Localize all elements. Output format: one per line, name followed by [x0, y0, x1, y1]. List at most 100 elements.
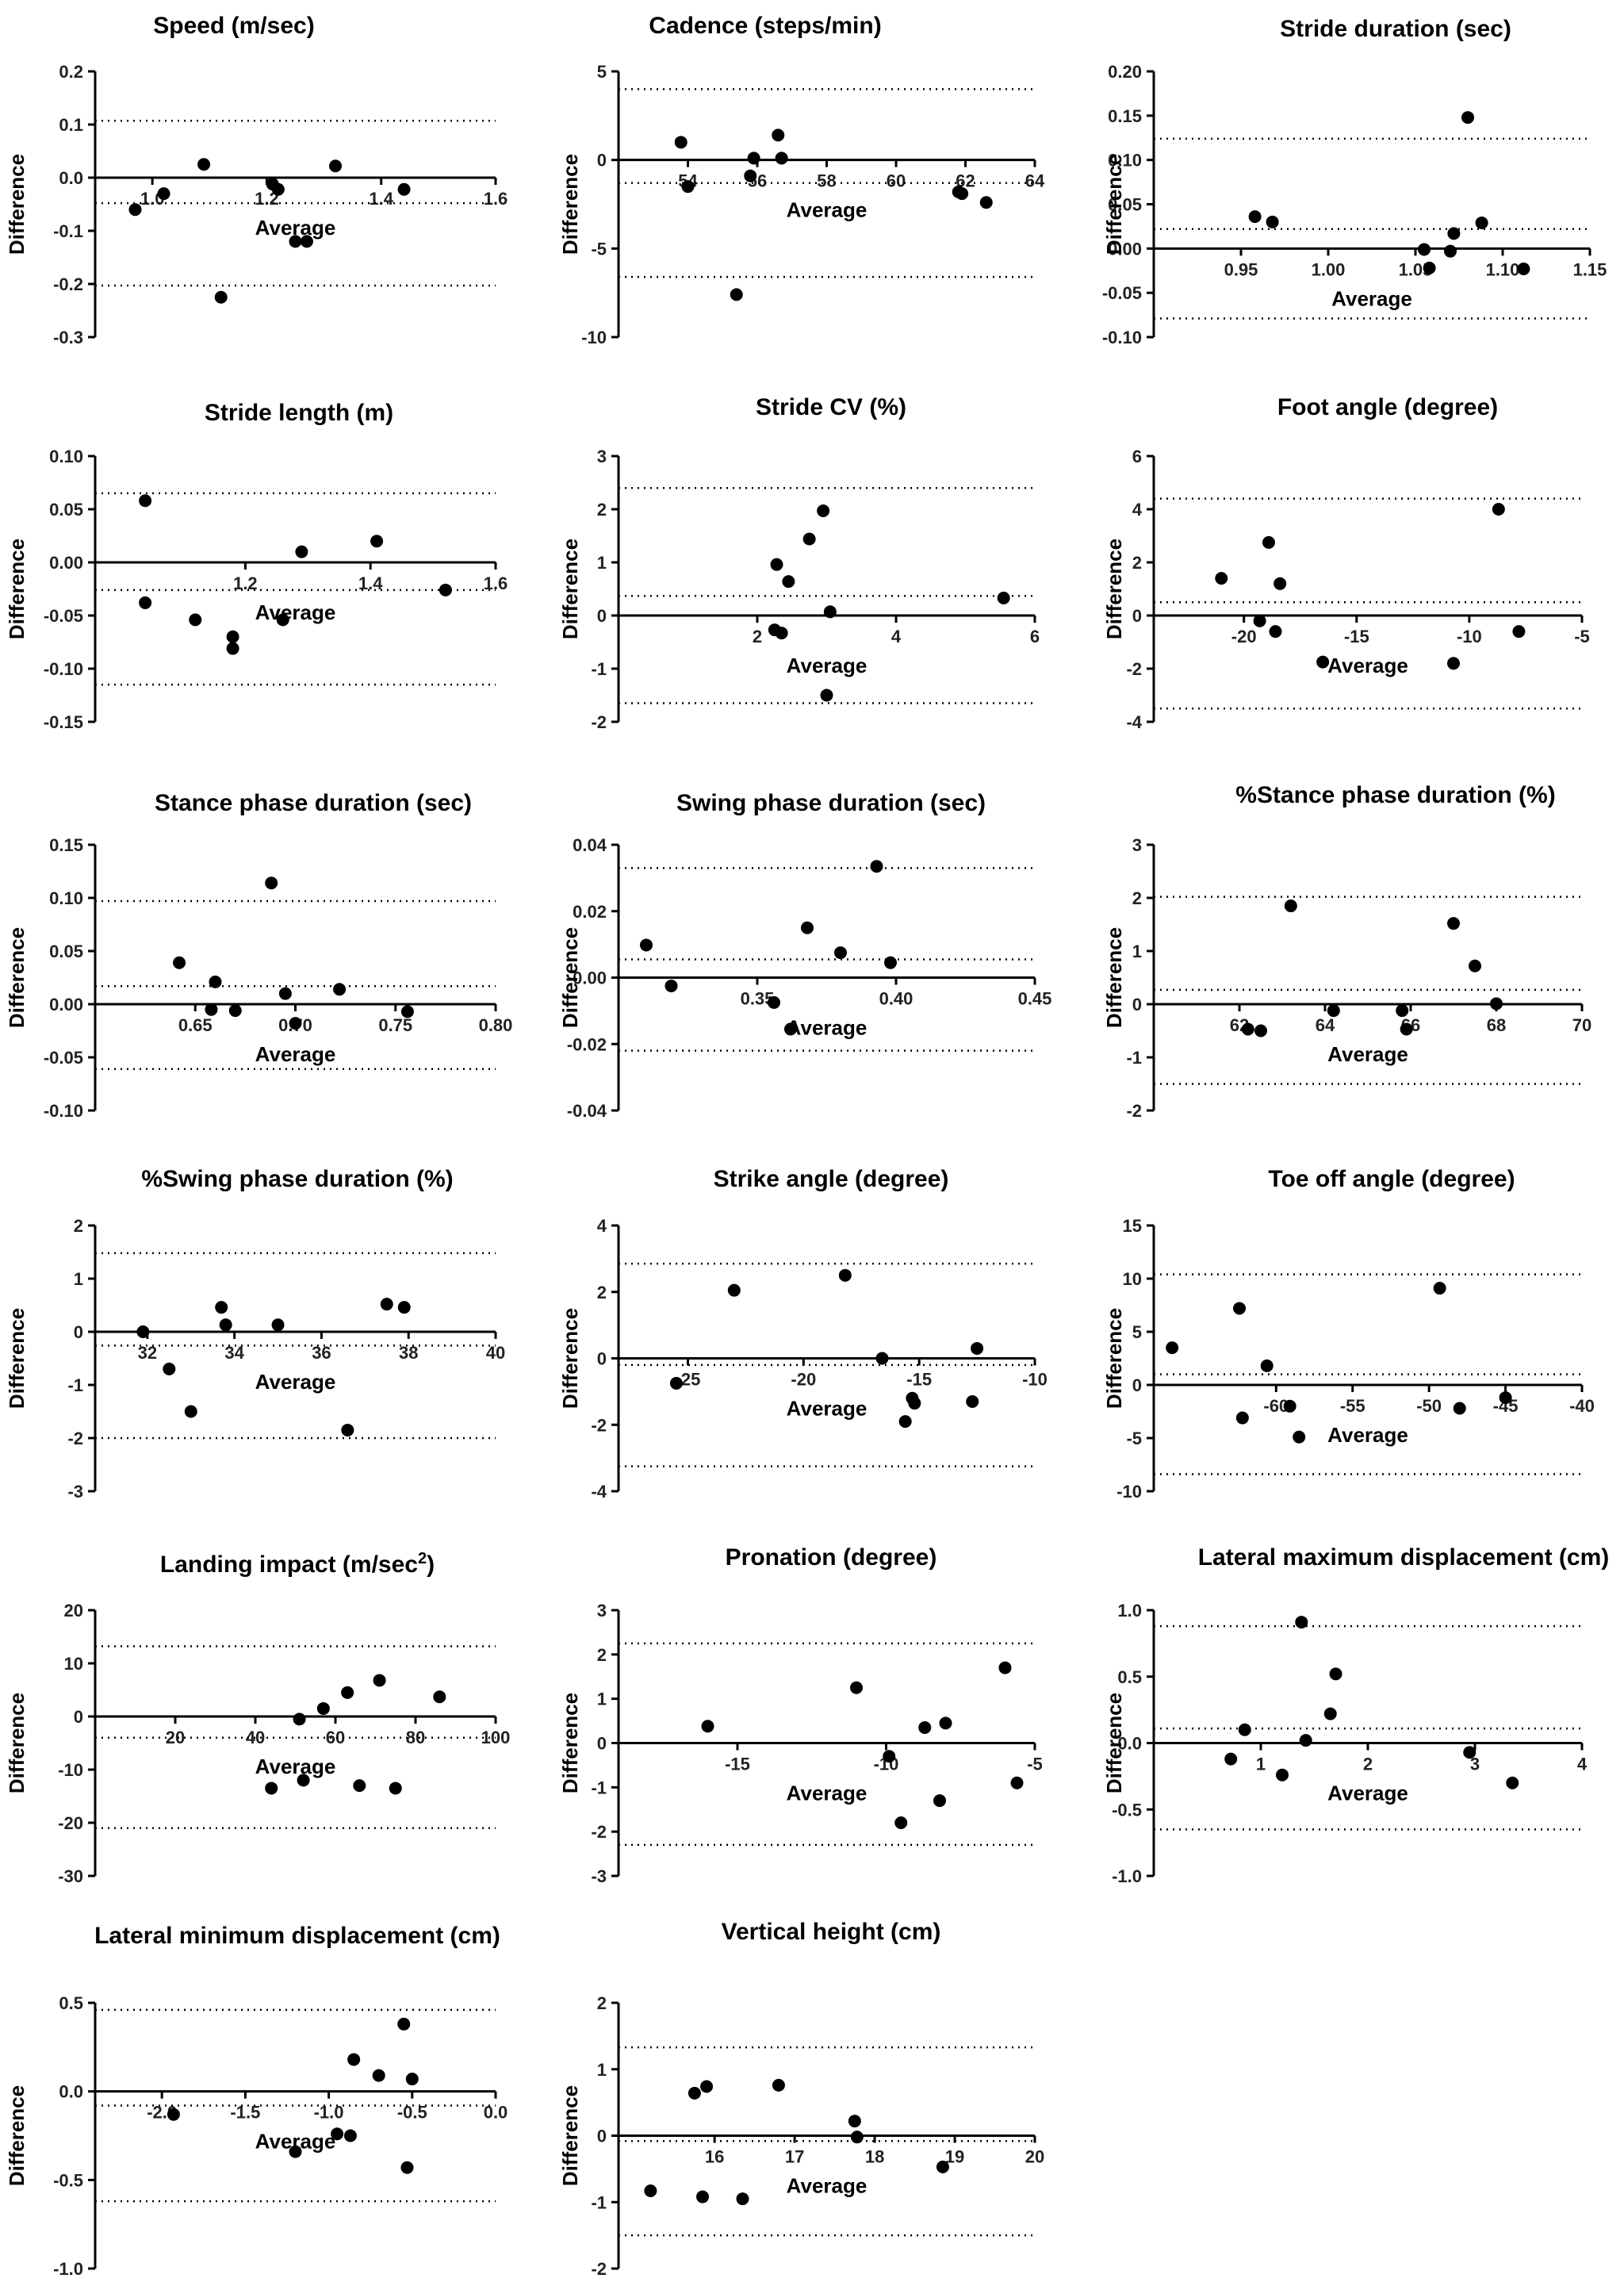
data-point	[688, 2086, 701, 2100]
x-tick-label: 1.15	[1573, 259, 1607, 279]
data-point	[898, 1415, 912, 1429]
x-tick-label: 58	[817, 171, 836, 191]
data-point	[1235, 1411, 1249, 1425]
data-point	[772, 2078, 785, 2092]
data-point	[820, 688, 833, 702]
data-point	[640, 938, 653, 952]
y-tick-label: -10	[581, 328, 607, 347]
data-point	[1238, 1723, 1251, 1736]
data-point	[1284, 899, 1297, 913]
data-point	[1418, 243, 1431, 256]
data-point	[696, 2190, 710, 2204]
data-point	[669, 1376, 683, 1390]
x-tick-label: -10	[1457, 627, 1482, 646]
y-tick-label: -0.10	[44, 659, 83, 679]
data-point	[271, 182, 285, 196]
y-tick-label: -2	[591, 712, 607, 732]
data-point	[1248, 210, 1262, 224]
y-tick-label: 0	[597, 606, 607, 626]
data-point	[276, 613, 289, 627]
data-point	[1010, 1776, 1024, 1789]
chart-title: Cadence (steps/min)	[649, 13, 881, 39]
data-point	[333, 983, 347, 996]
data-point	[226, 630, 239, 643]
y-tick-label: -4	[1126, 712, 1142, 732]
chart-panel-4: Stride length (m) -0.15 -0.10 -0.05 0.00 0.05…	[5, 400, 508, 732]
data-point	[1269, 625, 1282, 639]
x-axis-label: Average	[787, 198, 868, 222]
data-point	[681, 180, 695, 194]
y-tick-label: 2	[597, 1645, 607, 1665]
y-tick-label: -4	[591, 1482, 607, 1502]
data-point	[1316, 655, 1330, 669]
y-tick-label: 0	[74, 1707, 83, 1727]
y-tick-label: -0.2	[53, 274, 83, 294]
y-tick-label: 0.00	[49, 553, 83, 573]
x-tick-label: 17	[785, 2147, 804, 2167]
data-point	[341, 1423, 354, 1436]
y-tick-label: -1	[591, 1778, 607, 1797]
data-point	[838, 1268, 852, 1282]
x-tick-label: 0.95	[1224, 259, 1258, 279]
data-point	[1293, 1430, 1306, 1444]
x-axis-label: Average	[1331, 286, 1412, 310]
data-point	[397, 2017, 411, 2031]
x-axis-label: Average	[787, 1782, 868, 1805]
chart-panel-5: Stride CV (%) -2 -1 0 1 2 3 2 4 6 Average Differenc…	[558, 394, 1040, 732]
data-point	[271, 1318, 285, 1332]
data-point	[197, 158, 211, 171]
y-tick-label: 0.05	[49, 500, 83, 520]
data-point	[1506, 1776, 1519, 1789]
y-tick-label: -1	[591, 659, 607, 679]
y-tick-label: -2	[591, 1415, 607, 1435]
x-tick-label: 20	[1025, 2147, 1044, 2167]
y-tick-label: 0.15	[49, 835, 83, 855]
x-tick-label: 3	[1470, 1755, 1480, 1774]
data-point	[801, 921, 814, 934]
data-point	[1400, 1022, 1413, 1036]
x-tick-label: 1.2	[233, 573, 258, 593]
x-tick-label: 0.40	[879, 989, 914, 1009]
data-point	[1323, 1707, 1337, 1720]
data-point	[209, 975, 222, 988]
y-tick-label: -2	[1126, 1101, 1142, 1121]
chart-panel-1: Speed (m/sec)-0.3-0.2-0.10.00.10.21.0 1.2…	[5, 13, 508, 347]
y-axis-label: Difference	[5, 2085, 29, 2186]
data-point	[971, 1341, 984, 1355]
data-point	[1469, 959, 1481, 972]
data-point	[933, 1794, 946, 1808]
y-tick-label: 1	[597, 553, 607, 573]
chart-title: Pronation (degree)	[726, 1544, 937, 1571]
data-point	[644, 2184, 657, 2198]
chart-title: Stance phase duration (sec)	[155, 790, 472, 816]
y-tick-label: -1.0	[53, 2259, 83, 2279]
x-tick-label: 0.65	[178, 1015, 213, 1035]
data-point	[1276, 1768, 1289, 1782]
chart-title: %Stance phase duration (%)	[1235, 782, 1555, 808]
data-point	[353, 1779, 366, 1793]
data-point	[293, 1713, 306, 1726]
y-tick-label: 1	[74, 1269, 83, 1289]
y-tick-label: 3	[597, 1601, 607, 1621]
x-tick-label: 1.10	[1486, 259, 1520, 279]
x-tick-label: 6	[1030, 627, 1040, 646]
data-point	[1512, 625, 1526, 639]
data-point	[278, 987, 292, 1000]
data-point	[439, 583, 452, 596]
x-tick-label: 19	[945, 2147, 964, 2167]
data-point	[1224, 1752, 1238, 1766]
y-tick-label: -3	[591, 1866, 607, 1886]
data-point	[1327, 1004, 1340, 1018]
x-tick-label: -40	[1569, 1396, 1595, 1416]
y-tick-label: -2	[591, 2259, 607, 2279]
data-point	[370, 535, 384, 548]
y-tick-label: 0.2	[59, 62, 83, 82]
chart-title: Swing phase duration (sec)	[676, 790, 986, 816]
y-axis-label: Difference	[5, 539, 29, 639]
y-tick-label: 0	[597, 1349, 607, 1369]
data-point	[1433, 1282, 1446, 1295]
chart-title: Stride duration (sec)	[1280, 16, 1511, 42]
